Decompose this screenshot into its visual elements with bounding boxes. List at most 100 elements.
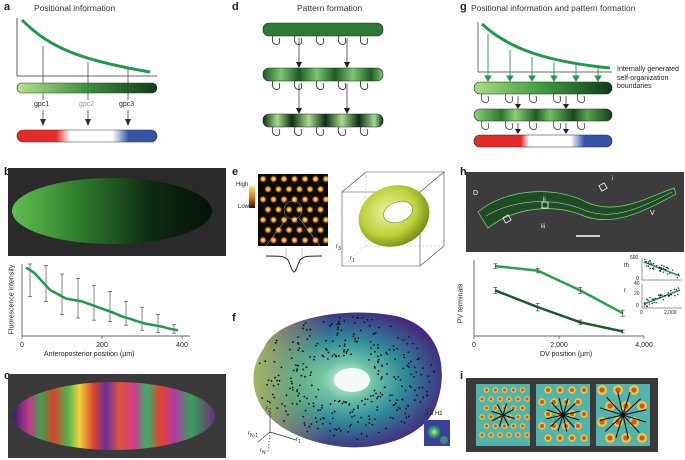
- e-firing-field: [305, 205, 315, 214]
- d-bar-3: [262, 113, 384, 128]
- f-cloud-point: [394, 402, 397, 405]
- f-cloud-point: [386, 353, 389, 356]
- f-cloud-point: [352, 408, 355, 411]
- h-inset-point: [646, 298, 648, 301]
- panel-c-embryo-image: [8, 374, 226, 458]
- f-axis-r1: r1: [296, 437, 301, 446]
- f-cloud-point: [336, 332, 339, 335]
- g-note: Internally generated self-organization b…: [617, 66, 679, 90]
- f-cloud-point: [399, 378, 402, 381]
- f-cloud-point: [295, 364, 297, 367]
- i-grid-tile: [476, 384, 530, 446]
- e-firing-field: [316, 185, 325, 194]
- f-cloud-point: [297, 394, 300, 397]
- h-inset-point: [667, 292, 669, 294]
- f-cloud-point: [360, 399, 363, 402]
- e-firing-field: [321, 174, 328, 184]
- panel-label-a: a: [4, 1, 11, 13]
- f-cloud-point: [393, 349, 395, 351]
- f-cloud-point: [366, 319, 369, 321]
- f-cloud-point: [276, 407, 279, 410]
- f-cloud-point: [370, 347, 372, 349]
- b-x-tick-label: 0: [20, 342, 24, 349]
- f-cloud-point: [315, 395, 318, 398]
- f-cloud-point: [378, 326, 380, 329]
- h-d-label: D: [473, 190, 479, 197]
- e-firing-field: [295, 225, 304, 235]
- panel-f-point-cloud: [253, 312, 442, 448]
- b-xlabel: Anteroposterior position (µm): [44, 351, 135, 358]
- h-inset-point: [659, 296, 661, 298]
- f-cloud-point: [301, 350, 304, 353]
- h-series-line: [494, 289, 624, 333]
- panel-a-title: Positional information: [34, 3, 116, 13]
- e-firing-field: [274, 205, 283, 214]
- e-firing-field: [279, 195, 289, 204]
- f-cloud-point: [343, 345, 346, 348]
- e-firing-field: [258, 215, 268, 224]
- i-grid-tile: [536, 384, 590, 446]
- h-inset-point: [650, 262, 652, 264]
- f-cloud-point: [378, 431, 380, 434]
- f-cloud-point: [357, 421, 359, 423]
- f-cloud-point: [291, 341, 294, 344]
- f-cloud-point: [261, 397, 264, 400]
- f-cloud-point: [297, 336, 300, 338]
- f-cloud-point: [316, 427, 319, 430]
- f-cloud-point: [310, 384, 313, 387]
- f-cloud-point: [415, 371, 418, 373]
- f-cloud-point: [433, 370, 435, 373]
- f-cloud-point: [268, 401, 271, 404]
- e-firing-field: [311, 174, 320, 184]
- f-cloud-point: [402, 339, 405, 341]
- f-cloud-point: [317, 388, 320, 391]
- f-cloud-point: [357, 406, 359, 409]
- f-cloud-hole: [334, 368, 370, 392]
- f-cloud-point: [333, 399, 336, 402]
- f-cloud-point: [309, 328, 312, 331]
- f-cloud-point: [381, 393, 384, 396]
- f-cloud-point: [418, 386, 421, 389]
- f-cloud-point: [373, 350, 376, 353]
- f-cloud-point: [410, 373, 413, 376]
- f-cloud-point: [404, 412, 407, 415]
- f-cloud-point: [295, 369, 298, 372]
- panel-e-torus: [341, 171, 445, 267]
- h-inset-point: [662, 271, 665, 273]
- f-cloud-point: [396, 409, 398, 411]
- h-inset-point: [648, 303, 651, 305]
- f-axis-rN: rN: [260, 448, 266, 457]
- f-cloud-point: [291, 388, 294, 391]
- f-cloud-point: [385, 351, 388, 354]
- f-cloud-point: [404, 389, 407, 392]
- h-inset-point: [658, 267, 660, 269]
- a-morphogen-bar: [16, 82, 158, 94]
- h-inset-point: [655, 302, 657, 304]
- h-inset-point: [669, 272, 671, 274]
- h-inset-point: [654, 297, 657, 300]
- f-cloud-point: [333, 428, 336, 430]
- e-firing-field: [258, 174, 268, 184]
- e-firing-field: [258, 195, 268, 204]
- e-firing-field: [305, 185, 315, 194]
- f-cloud-point: [306, 397, 308, 400]
- f-cloud-point: [329, 325, 331, 327]
- e-firing-field: [263, 225, 273, 235]
- f-cloud-point: [308, 334, 311, 337]
- f-cloud-point: [420, 373, 423, 376]
- f-cloud-point: [276, 379, 279, 382]
- f-cloud-point: [408, 362, 410, 365]
- f-cloud-point: [307, 402, 310, 405]
- f-cloud-point: [289, 387, 291, 390]
- f-cloud-point: [376, 397, 378, 400]
- f-cloud-point: [402, 367, 405, 370]
- f-cloud-point: [281, 403, 283, 405]
- h-inset-point: [646, 265, 648, 267]
- h-inset-point: [677, 293, 679, 296]
- e-firing-field: [316, 225, 325, 235]
- f-cloud-point: [277, 374, 280, 377]
- f-cloud-point: [337, 355, 340, 357]
- a-gradient-curve: [20, 18, 151, 74]
- i-axis-spoke: [492, 408, 514, 422]
- panel-label-c: c: [4, 370, 11, 382]
